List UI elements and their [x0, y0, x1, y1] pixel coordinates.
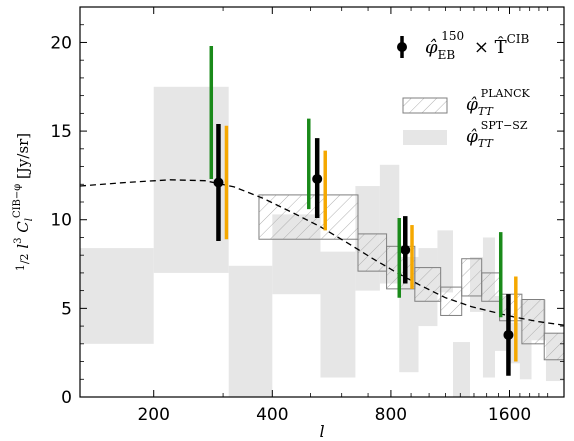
- x-tick-label-0: 200: [137, 405, 169, 425]
- svg-text:1/2 l3 ClCIB−φ [Jy/sr]: 1/2 l3 ClCIB−φ [Jy/sr]: [12, 133, 35, 271]
- planck-box-1: [357, 233, 388, 272]
- legend-entry-eb-cib: φ̂EB150 × T̂CIB: [425, 29, 530, 62]
- error-bars: [209, 46, 518, 376]
- legend-swatch-spt: [403, 130, 447, 145]
- x-tick-label-3: 1600: [488, 405, 531, 425]
- planck-box-8: [521, 299, 545, 345]
- x-tick-label-2: 800: [375, 405, 407, 425]
- spt-sz-boxes: [80, 86, 564, 397]
- legend-swatch-planck: [402, 97, 448, 114]
- data-point-3: [503, 329, 514, 340]
- legend-entry-spt: φ̂TTSPT−SZ: [466, 119, 528, 150]
- planck-box-5: [461, 258, 483, 297]
- data-point-0: [213, 177, 224, 188]
- planck-box-6: [481, 272, 501, 302]
- data-point-2: [400, 244, 411, 255]
- planck-box-4: [440, 286, 463, 316]
- y-tick-label-3: 15: [50, 122, 72, 142]
- x-axis-label: l: [319, 422, 324, 441]
- x-tick-label-1: 400: [256, 405, 288, 425]
- y-axis-label: 1/2 l3 ClCIB−φ [Jy/sr]: [12, 133, 35, 271]
- planck-box-9: [543, 332, 564, 361]
- axis-ticks: 200 400 800 1600 0 5 10 15 20: [50, 7, 564, 425]
- y-tick-label-0: 0: [61, 388, 72, 408]
- planck-boxes: [258, 194, 564, 361]
- spt-box-2: [228, 265, 273, 397]
- y-tick-label-1: 5: [61, 299, 72, 319]
- spt-box-10: [453, 342, 470, 397]
- y-tick-label-2: 10: [50, 211, 72, 231]
- spt-box-9: [437, 230, 454, 293]
- legend-entry-planck: φ̂TTPLANCK: [466, 87, 530, 118]
- y-tick-label-4: 20: [50, 33, 72, 53]
- legend-marker-dot: [397, 42, 407, 52]
- spt-box-4: [320, 251, 356, 378]
- spt-box-13: [495, 295, 507, 351]
- spt-box-0: [80, 248, 154, 344]
- spt-box-12: [482, 237, 496, 378]
- data-point-1: [312, 173, 323, 184]
- legend: φ̂EB150 × T̂CIB φ̂TTPLANCK φ̂TTSPT−SZ: [397, 29, 530, 150]
